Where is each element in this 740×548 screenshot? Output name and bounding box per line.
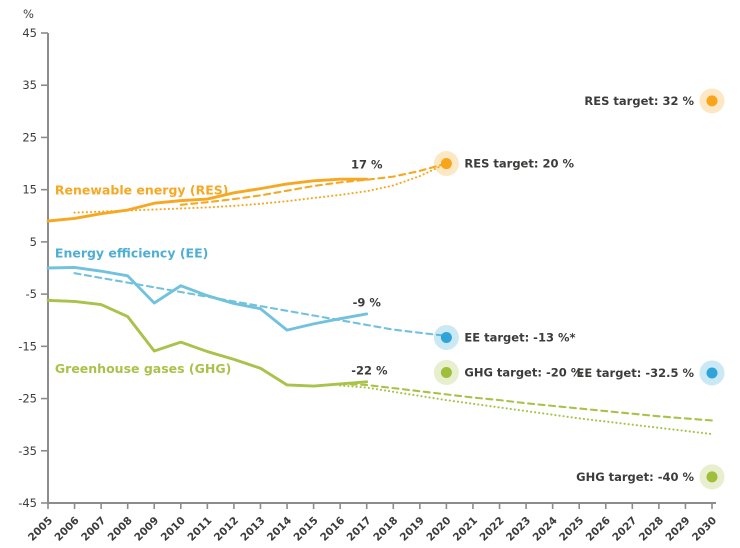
x-tick-label-year: 2017 [345,515,374,544]
x-tick-label-year: 2005 [26,515,55,544]
target-label: GHG target: -20 % [464,365,582,379]
x-tick-label-year: 2025 [557,515,586,544]
y-tick-label: -25 [18,392,37,406]
target-label: GHG target: -40 % [576,470,694,484]
series-line-ghg-projection-dotted [339,384,714,436]
x-tick-label-year: 2022 [477,515,506,544]
y-axis-unit-label: % [23,7,34,21]
target-dot [440,158,452,170]
series-label-2: Greenhouse gases (GHG) [55,361,231,376]
x-tick-label-year: 2021 [451,515,480,544]
series-label-0: Renewable energy (RES) [55,183,229,198]
x-tick-label-year: 2023 [504,515,533,544]
x-tick-label-year: 2013 [238,515,267,544]
x-tick-label-year: 2018 [371,515,400,544]
target-label: RES target: 20 % [464,157,574,171]
value-annotation: -9 % [353,295,382,309]
x-tick-label-year: 2030 [690,515,719,544]
y-tick-label: -45 [18,496,37,510]
x-tick-label-year: 2009 [132,515,161,544]
target-label: EE target: -32.5 % [577,366,695,380]
x-tick-label-year: 2020 [424,515,453,544]
target-dot [706,95,718,107]
x-tick-label-year: 2014 [265,515,294,544]
x-tick-label-year: 2026 [584,515,613,544]
x-tick-label-year: 2024 [531,515,560,544]
series-line-ee-trajectory-dashed [73,272,448,337]
target-dot [706,367,718,379]
x-tick-label-year: 2029 [663,515,692,544]
x-tick-label-year: 2016 [318,515,347,544]
y-tick-label: 45 [22,26,37,40]
series-line-ghg-actual [46,298,369,388]
y-tick-label: -5 [26,287,37,301]
series-line-res-trajectory-dotted [73,162,448,214]
y-tick-label: 5 [30,235,37,249]
x-tick-label-year: 2006 [53,515,82,544]
y-tick-label: -15 [18,339,37,353]
y-tick-label: 25 [22,130,37,144]
series-label-1: Energy efficiency (EE) [55,245,208,260]
series-line-ghg-projection-dashed [339,382,714,422]
target-dot [706,471,718,483]
target-label: RES target: 32 % [584,94,694,108]
x-tick-label-year: 2012 [212,515,241,544]
x-tick-label-year: 2015 [292,515,321,544]
target-dot [440,366,452,378]
series-line-res-trajectory-dashed [179,162,448,206]
x-tick-label-year: 2010 [159,515,188,544]
x-tick-label-year: 2008 [106,515,135,544]
x-tick-label-year: 2007 [79,515,108,544]
value-annotation: 17 % [351,158,383,172]
x-tick-label-year: 2019 [398,515,427,544]
x-tick-label-year: 2011 [185,515,214,544]
y-tick-label: 15 [22,183,37,197]
y-tick-label: 35 [22,78,37,92]
value-annotation: -22 % [351,363,388,377]
series-line-res-actual [46,177,369,223]
target-label: EE target: -13 %* [464,330,575,344]
target-dot [440,331,452,343]
series-line-ee-actual [46,266,369,332]
x-tick-label-year: 2027 [610,515,639,544]
y-tick-label: -35 [18,444,37,458]
x-tick-label-year: 2028 [637,515,666,544]
